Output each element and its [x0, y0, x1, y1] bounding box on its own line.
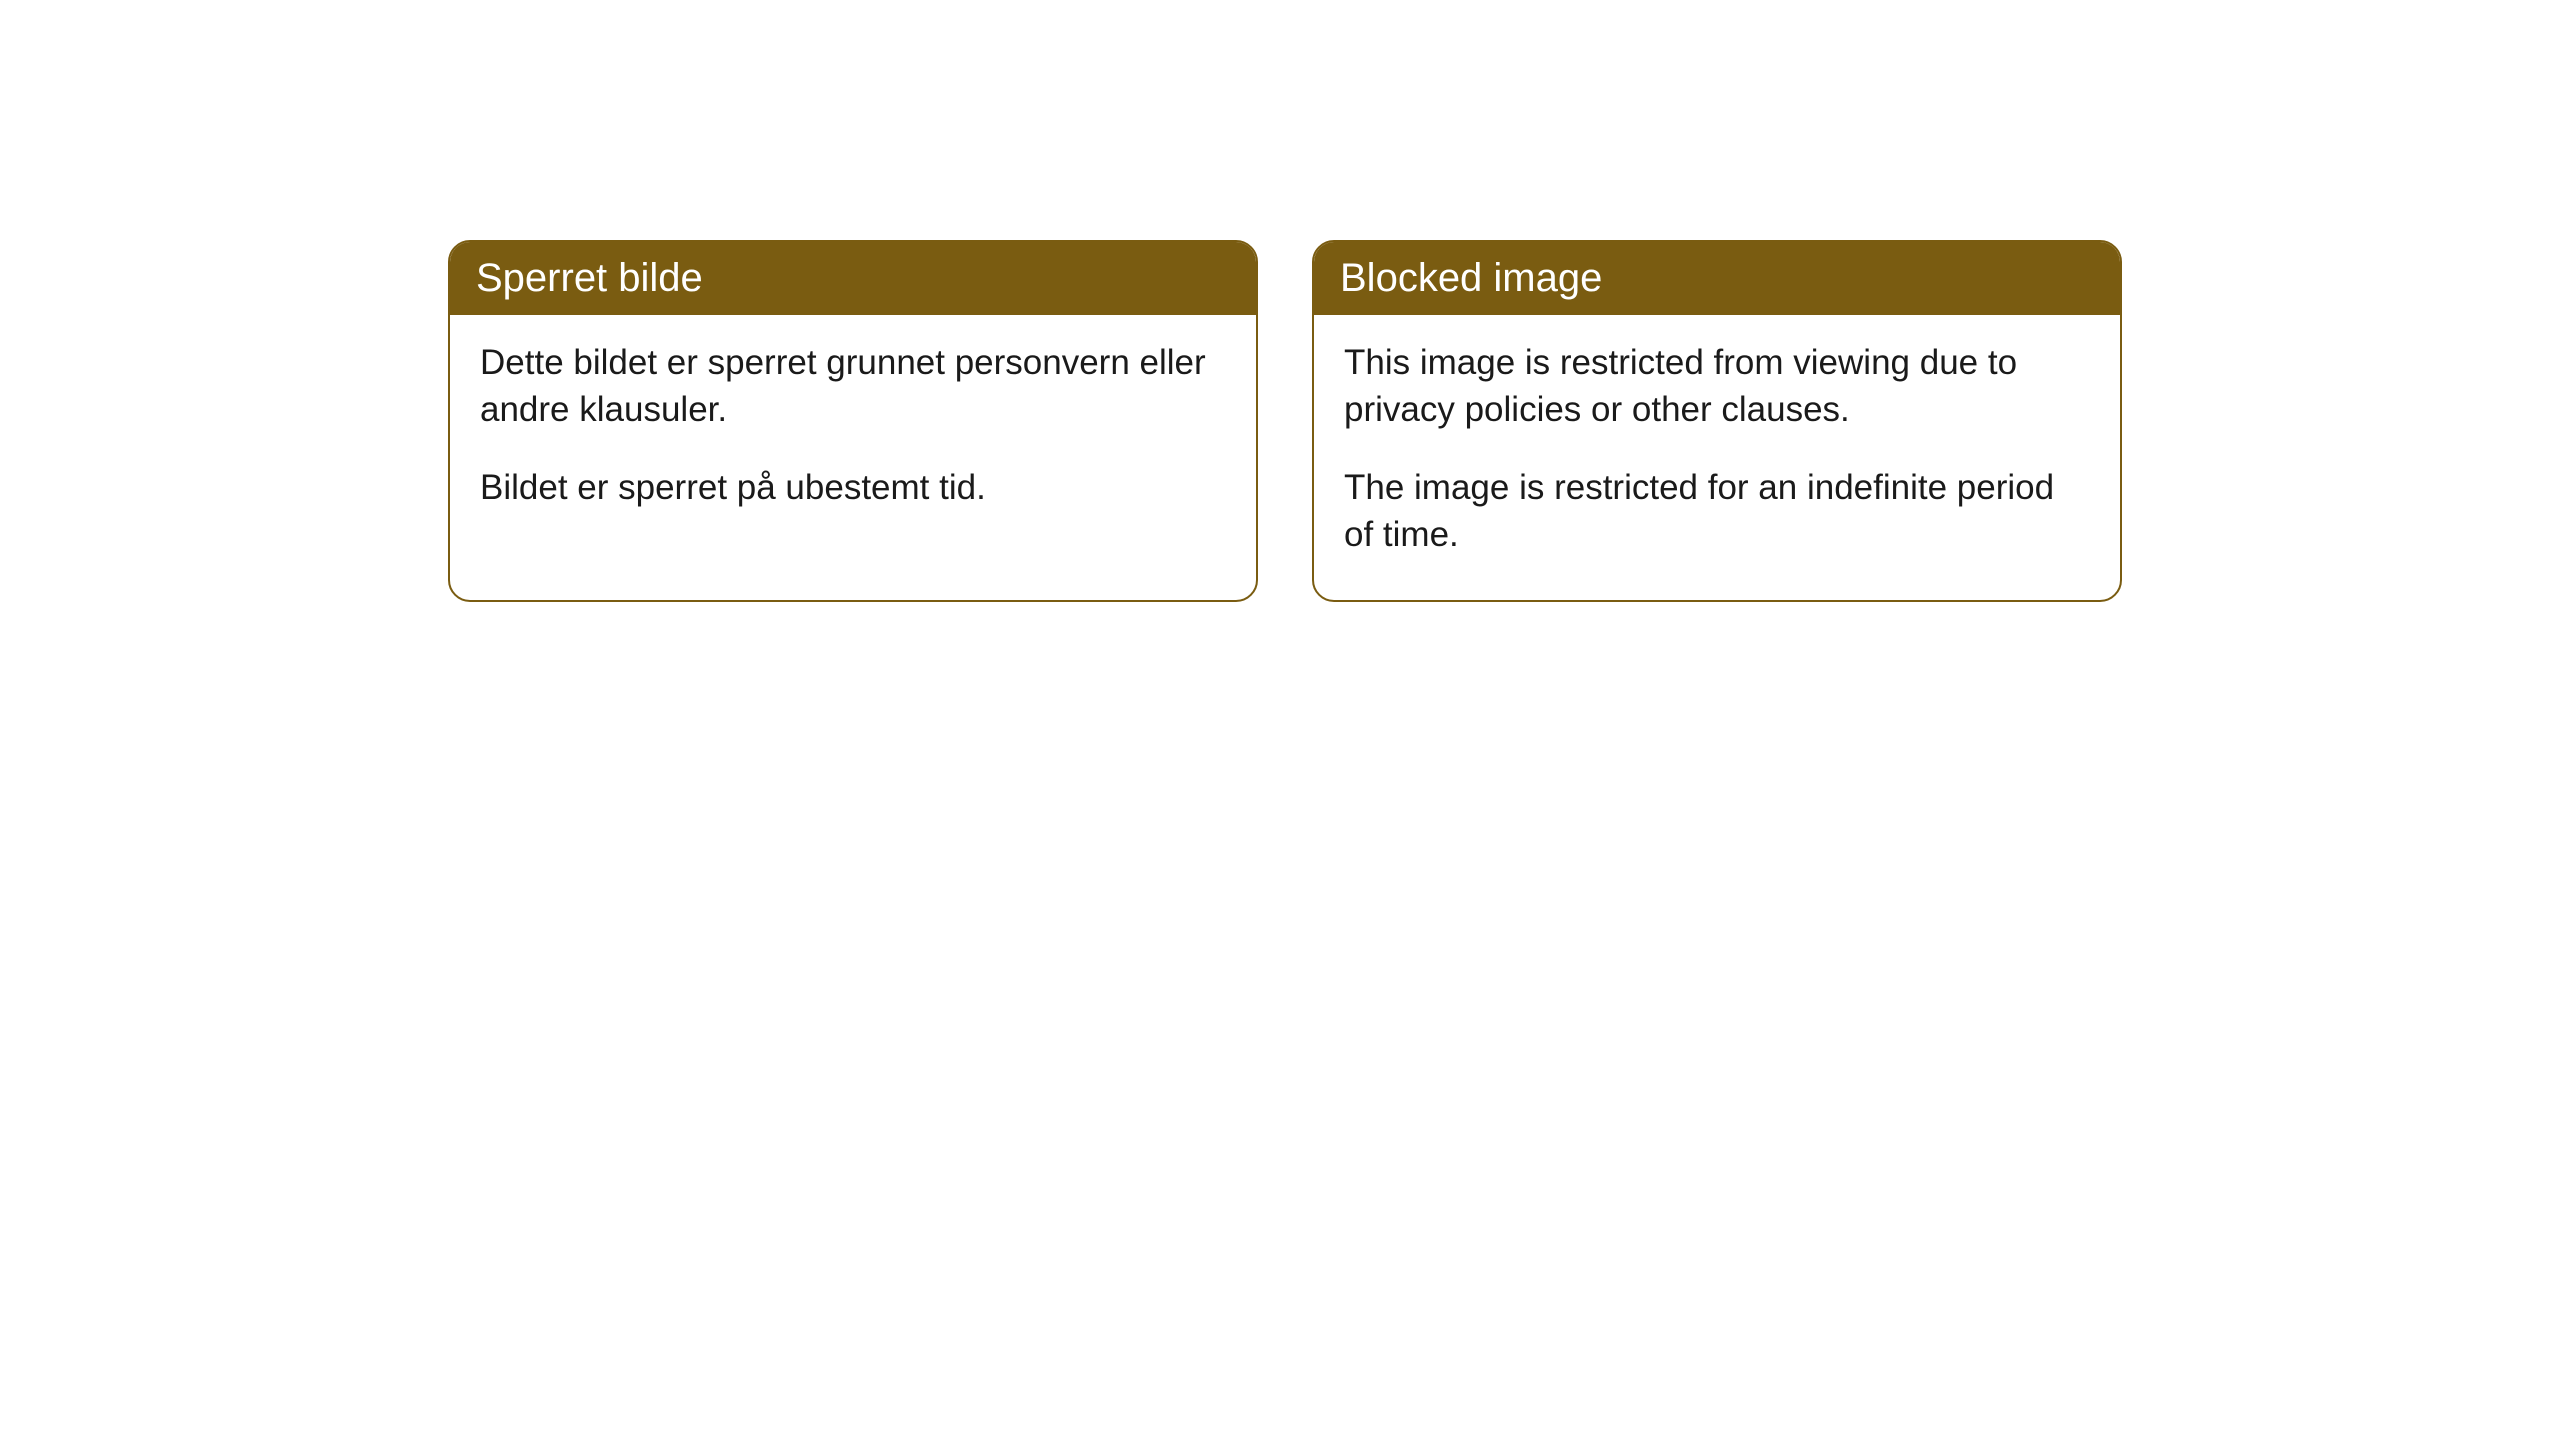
card-paragraph-1: Dette bildet er sperret grunnet personve… — [480, 339, 1226, 434]
cards-container: Sperret bilde Dette bildet er sperret gr… — [448, 240, 2122, 602]
card-body: This image is restricted from viewing du… — [1314, 315, 2120, 600]
blocked-image-card-norwegian: Sperret bilde Dette bildet er sperret gr… — [448, 240, 1258, 602]
card-paragraph-2: The image is restricted for an indefinit… — [1344, 464, 2090, 559]
card-body: Dette bildet er sperret grunnet personve… — [450, 315, 1256, 553]
card-title: Sperret bilde — [450, 242, 1256, 315]
card-paragraph-2: Bildet er sperret på ubestemt tid. — [480, 464, 1226, 511]
card-title: Blocked image — [1314, 242, 2120, 315]
card-paragraph-1: This image is restricted from viewing du… — [1344, 339, 2090, 434]
blocked-image-card-english: Blocked image This image is restricted f… — [1312, 240, 2122, 602]
